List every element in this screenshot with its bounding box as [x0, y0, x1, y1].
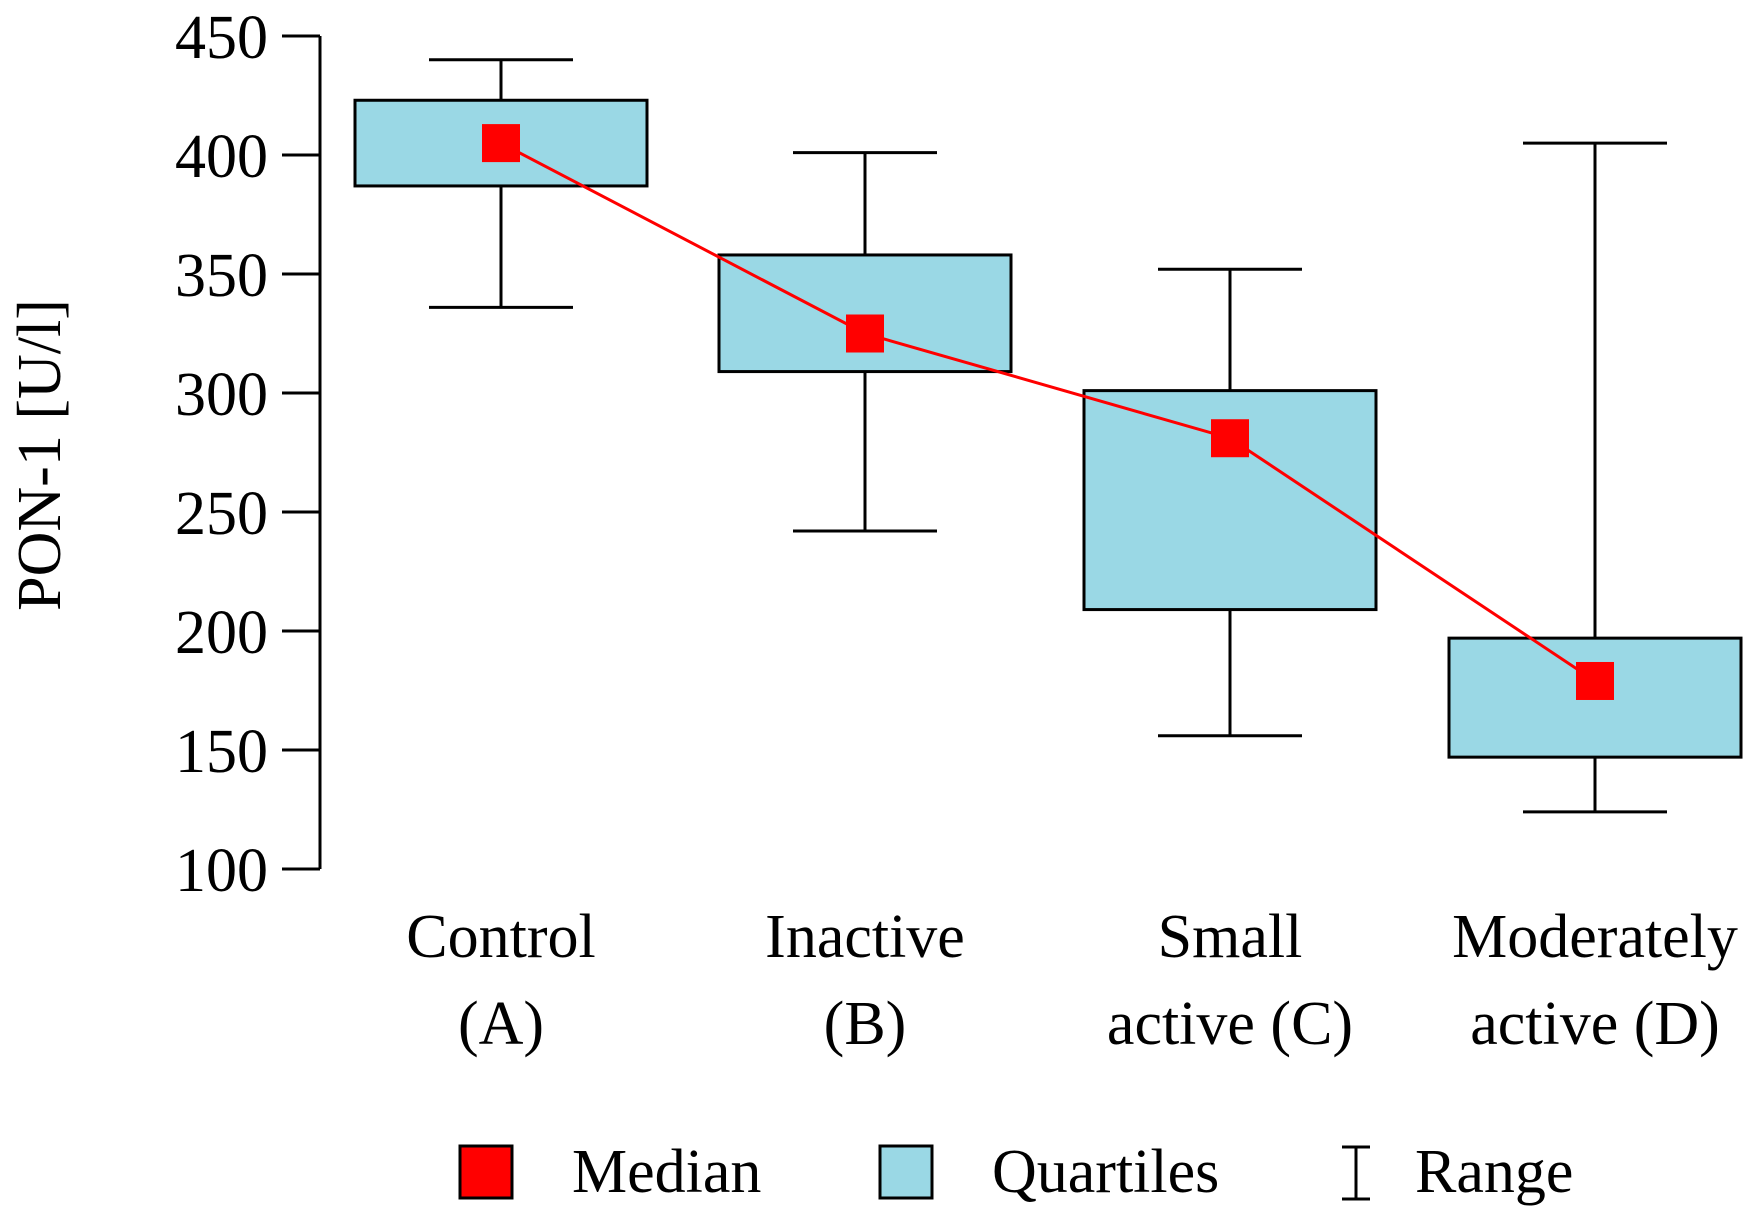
category-label-b-line1: Inactive	[765, 903, 965, 971]
median-trend-line	[500, 141, 1596, 683]
y-tick-label-450: 450	[175, 4, 268, 72]
median-marker	[1211, 419, 1249, 458]
y-tick-label-300: 300	[175, 361, 268, 429]
median-marker	[846, 314, 884, 353]
category-labels: Control (A) Inactive (B) Small active (C…	[406, 903, 1738, 1058]
y-tick-label-100: 100	[175, 837, 268, 905]
legend-quartiles-label: Quartiles	[992, 1138, 1219, 1206]
legend-median-swatch	[458, 1144, 514, 1200]
y-tick-label-150: 150	[175, 718, 268, 786]
category-label-a-line1: Control	[406, 903, 595, 971]
y-tick-label-200: 200	[175, 599, 268, 667]
quartile-box	[717, 253, 1013, 374]
category-label-c-line1: Small	[1158, 903, 1303, 971]
y-axis-ticks: 100 150 200 250 300 350 400 450	[175, 4, 320, 905]
box-group-2	[1082, 267, 1378, 738]
y-tick-label-250: 250	[175, 480, 268, 548]
y-axis-title: PON-1 [U/l]	[6, 299, 74, 611]
legend-median-label: Median	[572, 1138, 761, 1206]
box-group-0	[353, 58, 649, 309]
category-label-b-line2: (B)	[824, 990, 907, 1058]
legend-range-symbol	[1342, 1145, 1370, 1201]
category-label-a-line2: (A)	[458, 990, 544, 1058]
y-tick-label-350: 350	[175, 242, 268, 310]
category-label-c-line2: active (C)	[1107, 990, 1353, 1058]
medians-layer	[482, 124, 1614, 700]
median-marker	[1576, 661, 1614, 700]
category-label-d-line1: Moderately	[1452, 903, 1738, 971]
legend-range-label: Range	[1415, 1138, 1573, 1206]
legend: Median Quartiles Range	[458, 1138, 1573, 1206]
boxes-layer	[353, 58, 1743, 814]
quartile-box	[1082, 389, 1378, 612]
legend-quartiles-swatch	[878, 1144, 934, 1200]
median-line-layer	[500, 141, 1596, 683]
y-tick-label-400: 400	[175, 123, 268, 191]
box-group-3	[1447, 141, 1743, 814]
category-label-d-line2: active (D)	[1470, 990, 1720, 1058]
median-marker	[482, 124, 520, 163]
